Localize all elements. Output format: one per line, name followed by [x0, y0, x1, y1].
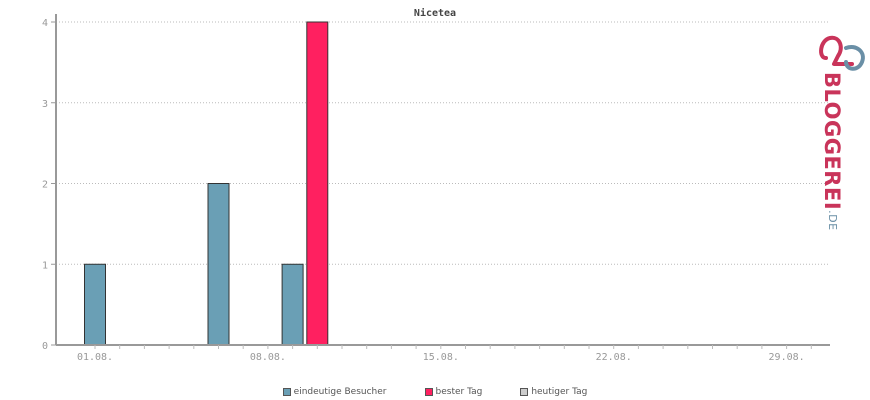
legend-label-best-day: bester Tag — [435, 387, 483, 397]
legend: eindeutige Besucher bester Tag heutiger … — [0, 384, 870, 400]
grid — [56, 21, 830, 265]
bar-eindeutige-besucher — [281, 263, 304, 346]
chart-title: Nicetea — [414, 7, 456, 19]
legend-swatch-today — [520, 388, 529, 396]
legend-label-today: heutiger Tag — [531, 387, 588, 397]
y-tick-label: 4 — [42, 18, 48, 29]
tick-labels: 0 1 2 3 4 01.08. 08.08. 15.08. 22.08. 29.08. — [42, 18, 805, 363]
x-tick-label: 15.08. — [423, 352, 459, 363]
logo-wordmark: BLOGGEREI — [820, 72, 844, 211]
legend-item-unique-visitors: eindeutige Besucher — [282, 384, 387, 400]
bar-eindeutige-besucher — [207, 183, 230, 346]
bloggerei-logo-text: BLOGGEREI.DE — [820, 72, 844, 231]
x-tick-label: 08.08. — [250, 352, 286, 363]
legend-swatch-unique-visitors — [282, 388, 291, 396]
x-tick-label: 22.08. — [596, 352, 632, 363]
legend-label-unique-visitors: eindeutige Besucher — [293, 387, 387, 397]
y-tick-label: 3 — [42, 99, 48, 110]
bloggerei-logo-icon — [819, 35, 865, 71]
logo-suffix: .DE — [826, 210, 839, 231]
bar-bester-tag — [306, 21, 329, 346]
legend-item-today: heutiger Tag — [520, 384, 587, 400]
legend-swatch-best-day — [424, 388, 433, 396]
bar-eindeutige-besucher — [84, 263, 106, 346]
y-tick-label: 0 — [42, 341, 48, 352]
axes — [51, 14, 830, 349]
legend-item-best-day: bester Tag — [424, 384, 483, 400]
x-tick-label: 01.08. — [77, 352, 113, 363]
y-tick-label: 1 — [42, 260, 48, 271]
bars — [84, 21, 329, 346]
x-tick-label: 29.08. — [769, 352, 805, 363]
y-tick-label: 2 — [42, 180, 48, 191]
